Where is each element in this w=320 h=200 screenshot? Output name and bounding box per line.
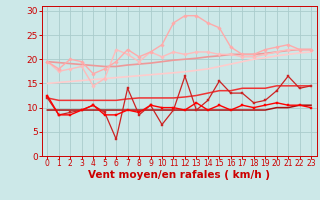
X-axis label: Vent moyen/en rafales ( km/h ): Vent moyen/en rafales ( km/h ) (88, 170, 270, 180)
